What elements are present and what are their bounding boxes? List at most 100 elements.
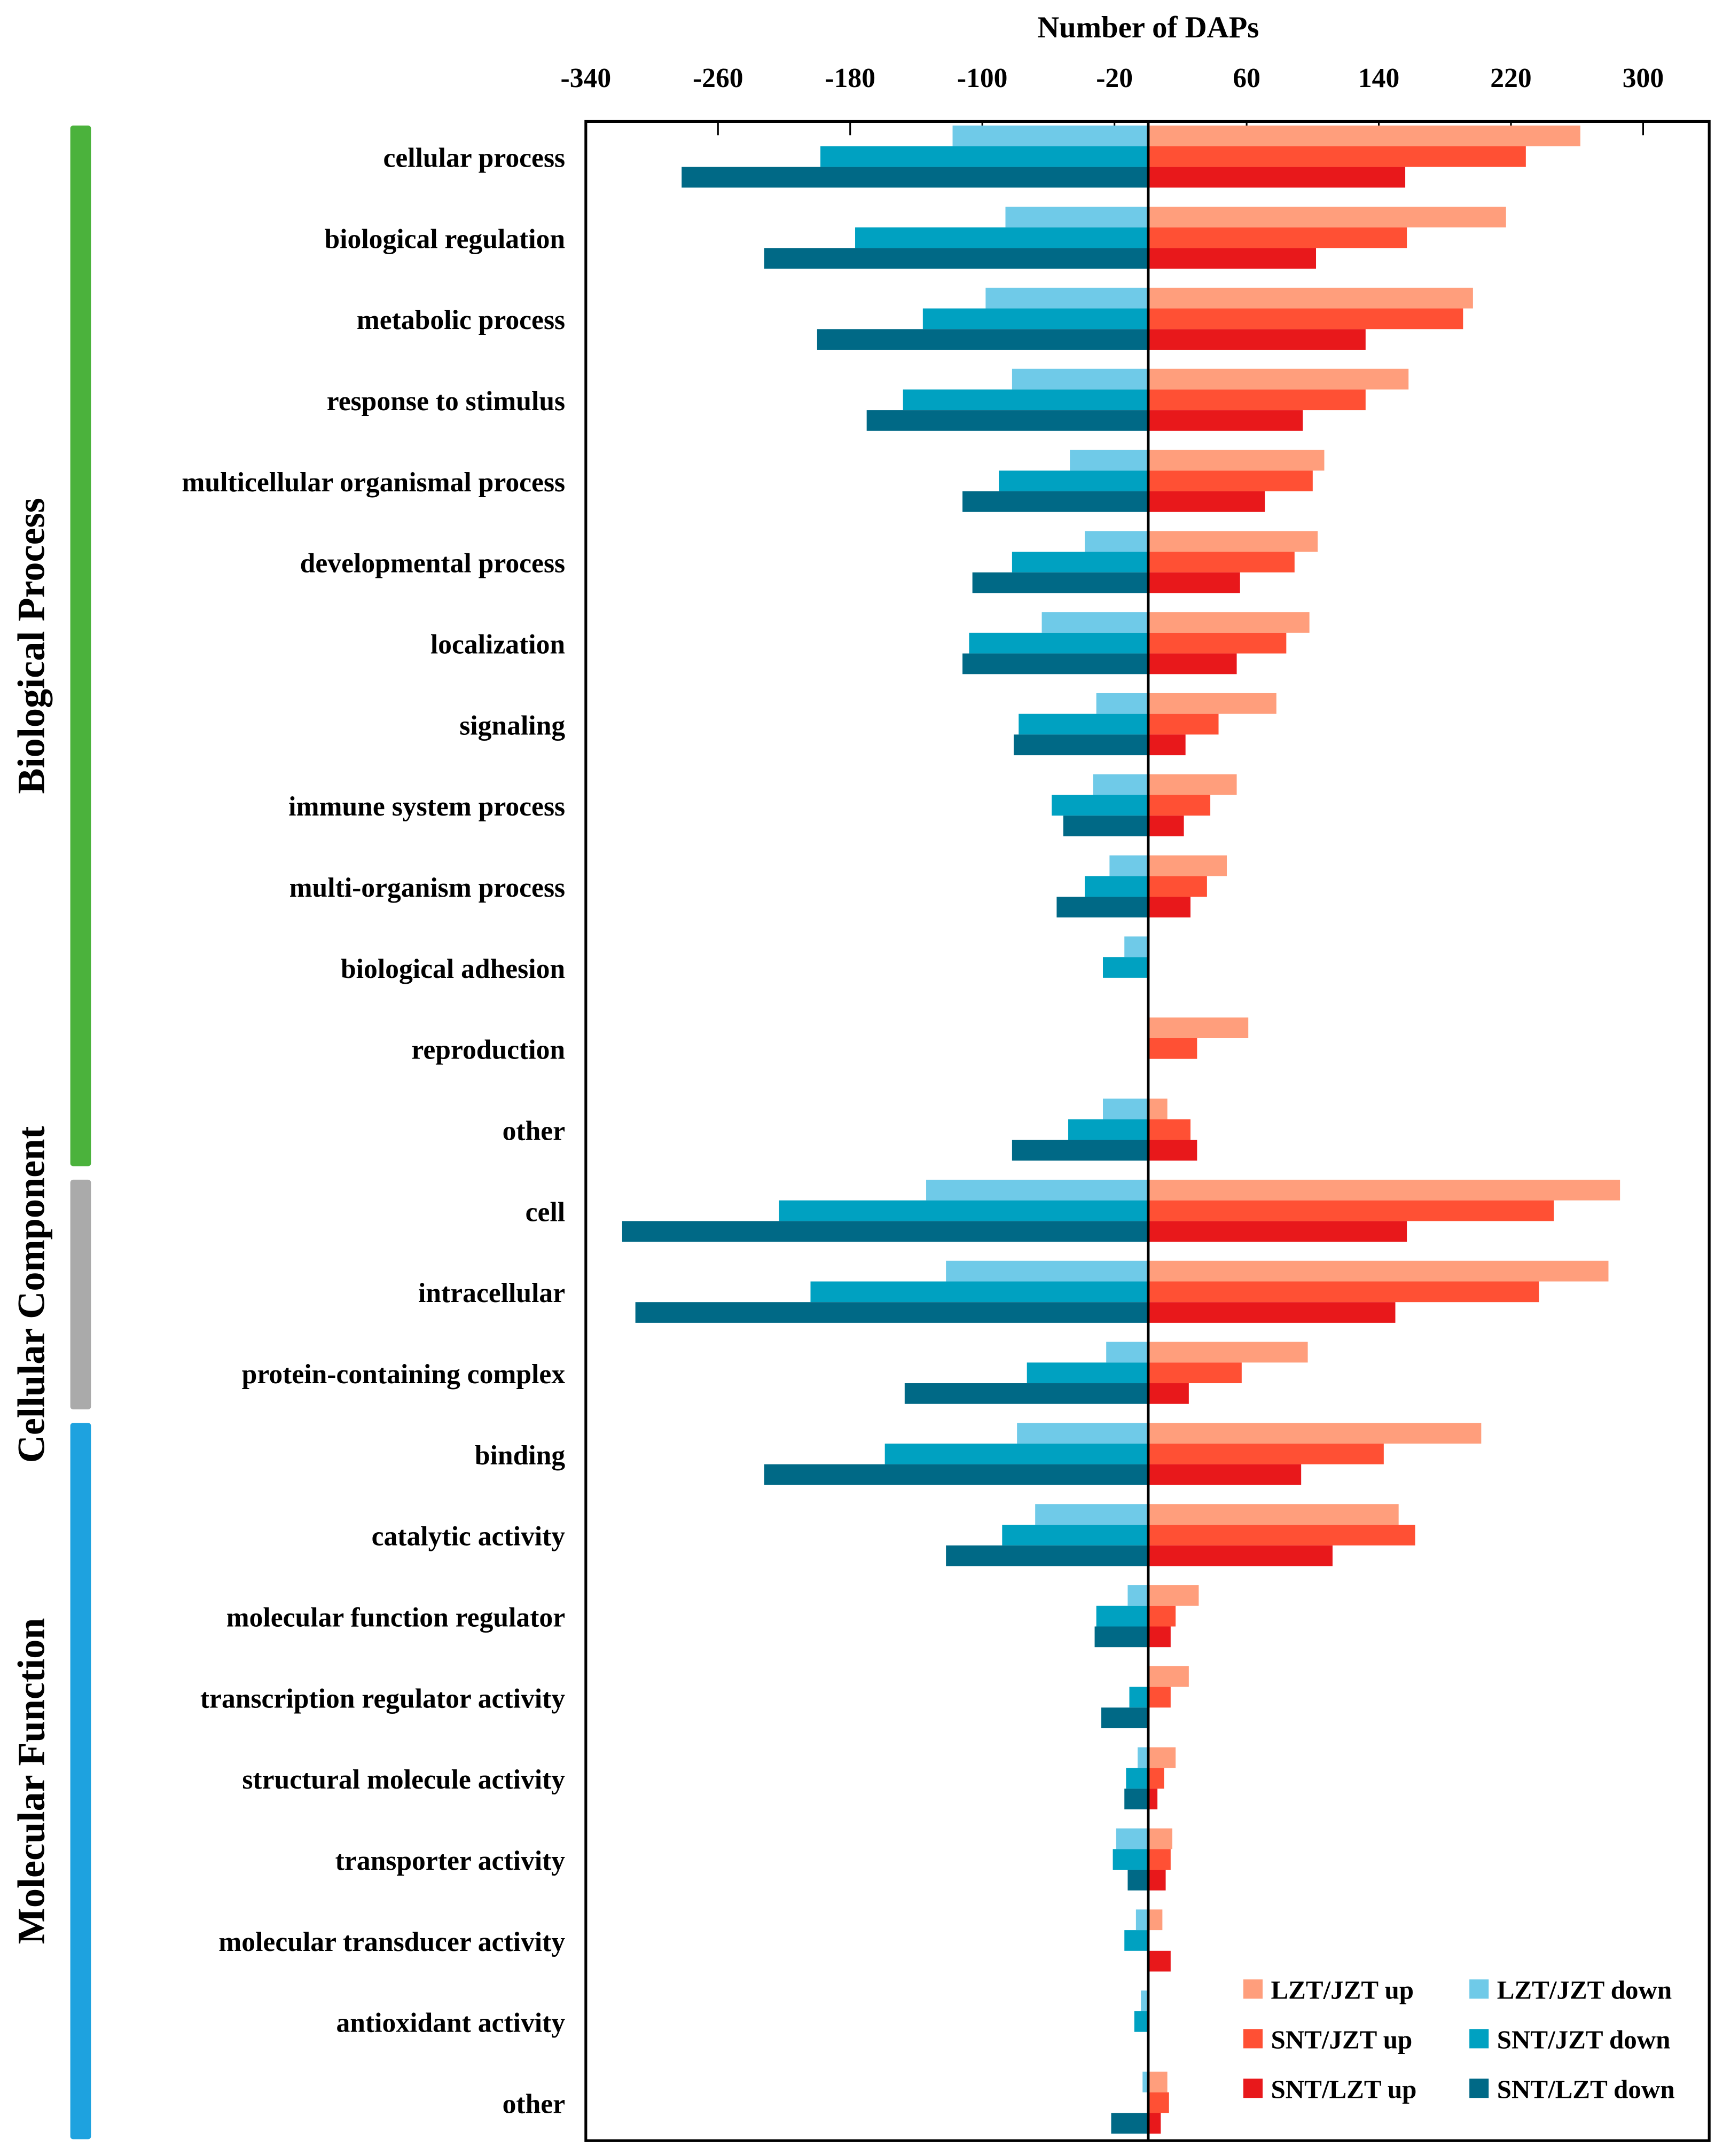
bar-snt-lzt-up	[1147, 1383, 1189, 1404]
x-axis-title: Number of DAPs	[1037, 11, 1259, 44]
bar-snt-jzt-down	[779, 1200, 1148, 1221]
bar-lzt-jzt-down	[1127, 1585, 1148, 1606]
category-label: cellular process	[383, 143, 565, 174]
x-tick-label: -20	[1096, 63, 1133, 93]
bar-snt-lzt-down	[972, 572, 1148, 593]
bar-snt-lzt-down	[962, 491, 1148, 512]
bar-snt-lzt-down	[1013, 734, 1148, 756]
bar-snt-lzt-up	[1147, 329, 1366, 350]
bar-snt-lzt-down	[764, 248, 1148, 269]
bar-lzt-jzt-up	[1147, 1666, 1189, 1687]
bar-snt-jzt-up	[1147, 1524, 1415, 1546]
x-tick-label: -340	[561, 63, 612, 93]
bar-snt-lzt-down	[635, 1302, 1148, 1323]
bar-snt-jzt-down	[820, 146, 1148, 167]
bar-snt-lzt-down	[866, 410, 1148, 431]
group-label: Cellular Component	[10, 1126, 53, 1463]
bar-lzt-jzt-up	[1147, 1909, 1163, 1931]
category-label: other	[503, 2089, 566, 2119]
legend-swatch	[1469, 1979, 1489, 1999]
bar-lzt-jzt-up	[1147, 1504, 1399, 1525]
legend-label: SNT/LZT down	[1497, 2074, 1675, 2104]
bar-lzt-jzt-up	[1147, 206, 1506, 228]
legend-swatch	[1243, 1979, 1263, 1999]
bar-snt-lzt-up	[1147, 1221, 1407, 1242]
category-label: developmental process	[300, 548, 565, 579]
bar-lzt-jzt-down	[985, 287, 1148, 309]
bar-snt-lzt-up	[1147, 897, 1191, 918]
legend: LZT/JZT up SNT/JZT up SNT/LZT up LZT/JZT do…	[1243, 1975, 1675, 2104]
category-label: multi-organism process	[289, 873, 566, 903]
bar-lzt-jzt-up	[1147, 1423, 1482, 1444]
bar-snt-lzt-down	[946, 1545, 1148, 1566]
group-bracket	[70, 126, 91, 1166]
bar-lzt-jzt-up	[1147, 1179, 1620, 1201]
bar-lzt-jzt-up	[1147, 1017, 1249, 1038]
bar-snt-jzt-up	[1147, 1038, 1197, 1059]
bar-lzt-jzt-up	[1147, 1585, 1199, 1606]
bar-snt-lzt-up	[1147, 2113, 1161, 2134]
bar-snt-lzt-up	[1147, 1302, 1396, 1323]
bar-snt-lzt-down	[1056, 897, 1148, 918]
bar-snt-lzt-down	[904, 1383, 1148, 1404]
bar-snt-jzt-down	[1002, 1524, 1148, 1546]
bar-snt-jzt-up	[1147, 1849, 1171, 1870]
category-label: immune system process	[288, 791, 565, 822]
group-label: Molecular Function	[10, 1618, 53, 1945]
x-tick-label: 140	[1358, 63, 1399, 93]
bar-snt-lzt-up	[1147, 1789, 1158, 1809]
x-tick-label: -100	[957, 63, 1008, 93]
bar-snt-jzt-up	[1147, 1119, 1191, 1140]
bar-lzt-jzt-down	[1041, 612, 1148, 633]
bar-snt-lzt-down	[1101, 1707, 1148, 1729]
group-bracket	[70, 1423, 91, 2139]
bar-snt-lzt-down	[1012, 1140, 1148, 1161]
bar-snt-lzt-up	[1147, 410, 1303, 431]
bar-lzt-jzt-up	[1147, 774, 1237, 795]
bar-snt-lzt-up	[1147, 167, 1406, 188]
bar-lzt-jzt-up	[1147, 855, 1227, 876]
bar-lzt-jzt-down	[1084, 531, 1148, 552]
bar-snt-lzt-down	[1127, 1869, 1148, 1891]
legend-label: SNT/LZT up	[1271, 2074, 1416, 2104]
bar-snt-jzt-down	[1052, 795, 1148, 816]
bar-snt-jzt-down	[1126, 1768, 1148, 1789]
bar-lzt-jzt-down	[1141, 1990, 1148, 2011]
bar-snt-jzt-down	[1134, 2011, 1148, 2032]
bar-snt-jzt-down	[810, 1281, 1148, 1303]
x-tick-label: 220	[1490, 63, 1531, 93]
bar-snt-jzt-up	[1147, 714, 1219, 735]
category-label: molecular transducer activity	[218, 1927, 565, 1957]
bar-snt-jzt-down	[1113, 1849, 1148, 1870]
bar-snt-lzt-down	[817, 329, 1148, 350]
legend-swatch	[1469, 2079, 1489, 2098]
bar-snt-jzt-up	[1147, 389, 1366, 411]
bar-snt-lzt-up	[1147, 248, 1317, 269]
bar-snt-jzt-up	[1147, 1768, 1164, 1789]
category-label: other	[503, 1116, 566, 1147]
bar-snt-jzt-up	[1147, 552, 1295, 573]
bar-snt-lzt-down	[622, 1221, 1148, 1242]
category-label: metabolic process	[357, 305, 565, 335]
category-label: antioxidant activity	[336, 2008, 565, 2039]
category-label: intracellular	[418, 1278, 565, 1308]
bar-lzt-jzt-up	[1147, 2072, 1168, 2092]
bar-snt-jzt-down	[1068, 1119, 1148, 1140]
bar-snt-jzt-up	[1147, 1362, 1242, 1384]
bar-lzt-jzt-down	[1137, 1747, 1148, 1768]
legend-label: SNT/JZT down	[1497, 2025, 1671, 2054]
bar-snt-lzt-up	[1147, 816, 1184, 836]
bar-lzt-jzt-down	[1096, 693, 1148, 714]
bar-snt-lzt-down	[682, 167, 1148, 188]
bar-lzt-jzt-down	[1124, 936, 1148, 958]
category-label: biological adhesion	[341, 954, 565, 984]
category-label: protein-containing complex	[242, 1359, 566, 1390]
bar-lzt-jzt-down	[1106, 1342, 1148, 1363]
bar-snt-jzt-down	[1129, 1687, 1148, 1708]
category-label: transcription regulator activity	[200, 1683, 565, 1714]
bar-snt-jzt-up	[1147, 146, 1526, 167]
bar-snt-jzt-down	[1019, 714, 1148, 735]
bar-snt-lzt-down	[1063, 816, 1148, 836]
bar-lzt-jzt-down	[1005, 206, 1148, 228]
bar-lzt-jzt-up	[1147, 287, 1473, 309]
